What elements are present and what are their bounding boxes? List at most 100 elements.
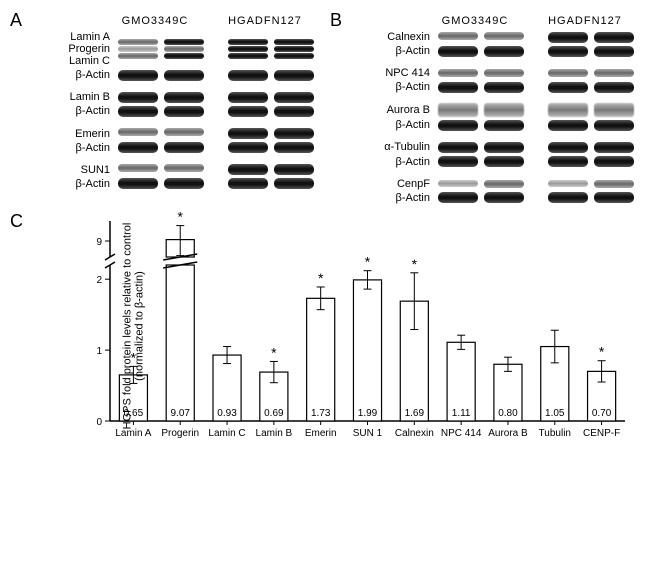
- blot-label: β-Actin: [30, 69, 118, 81]
- band: [594, 82, 634, 93]
- triple-band: [228, 39, 268, 59]
- blot-label: Aurora B: [350, 104, 438, 116]
- ylabel-line2: (normalized to β-actin): [133, 271, 145, 381]
- blot-panel-a: GMO3349CHGADFN127 Lamin AProgerinLamin C β…: [10, 10, 320, 190]
- band: [594, 120, 634, 131]
- blot-row: β-Actin: [30, 142, 320, 154]
- blot-row: β-Actin: [30, 69, 320, 81]
- blot-row: Emerin: [30, 128, 320, 140]
- svg-text:*: *: [599, 344, 605, 360]
- svg-text:*: *: [412, 256, 418, 272]
- band: [164, 164, 204, 172]
- band: [164, 142, 204, 153]
- protein-label: β-Actin: [350, 45, 430, 57]
- blot-lanes: [118, 92, 318, 103]
- svg-text:Emerin: Emerin: [305, 428, 337, 439]
- lane-pair: [548, 32, 638, 43]
- lane-pair: [548, 46, 638, 57]
- protein-label: β-Actin: [350, 156, 430, 168]
- band: [484, 120, 524, 131]
- lane-pair: [438, 142, 528, 153]
- svg-text:2: 2: [96, 275, 102, 286]
- sample-header: HGADFN127: [540, 15, 630, 27]
- sample-header: GMO3349C: [430, 15, 520, 27]
- lane-pair: [118, 164, 208, 175]
- lane-pair: [438, 192, 528, 203]
- band: [228, 178, 268, 189]
- blot-lanes: [438, 180, 638, 188]
- sample-headers: GMO3349C HGADFN127: [430, 15, 640, 27]
- band: [164, 106, 204, 117]
- band: [164, 39, 204, 45]
- blot-lanes: [118, 164, 318, 175]
- band: [548, 103, 588, 117]
- band: [548, 32, 588, 43]
- lane-pair: [438, 46, 528, 57]
- band: [594, 69, 634, 77]
- band: [438, 120, 478, 131]
- svg-text:*: *: [271, 344, 277, 360]
- band: [228, 46, 268, 52]
- svg-text:Lamin C: Lamin C: [208, 428, 245, 439]
- bar-chart: 0129*0.65Lamin A*9.07Progerin0.93Lamin C…: [70, 211, 630, 441]
- band: [118, 106, 158, 117]
- protein-label: Lamin C: [30, 55, 110, 67]
- blot-row: β-Actin: [350, 45, 640, 57]
- band: [274, 164, 314, 175]
- band: [484, 69, 524, 77]
- protein-label: β-Actin: [30, 69, 110, 81]
- band: [274, 106, 314, 117]
- band: [438, 32, 478, 40]
- lane-pair: [438, 120, 528, 131]
- blot-lanes: [438, 156, 638, 167]
- band: [438, 82, 478, 93]
- svg-text:1.05: 1.05: [545, 408, 565, 419]
- band: [548, 46, 588, 57]
- blot-row: Lamin AProgerinLamin C: [30, 31, 320, 67]
- sample-headers: GMO3349CHGADFN127: [110, 15, 320, 27]
- band: [274, 39, 314, 45]
- protein-label: NPC 414: [350, 67, 430, 79]
- svg-text:0.93: 0.93: [217, 408, 237, 419]
- blot-row: β-Actin: [30, 178, 320, 190]
- svg-text:Tubulin: Tubulin: [539, 428, 571, 439]
- band: [274, 142, 314, 153]
- band: [228, 128, 268, 139]
- band: [274, 53, 314, 59]
- chart-area: HGPS fold protein levels relative to con…: [70, 211, 640, 441]
- band: [594, 156, 634, 167]
- blot-label: Emerin: [30, 128, 118, 140]
- svg-text:Aurora B: Aurora B: [488, 428, 528, 439]
- band: [484, 180, 524, 188]
- band: [118, 92, 158, 103]
- svg-text:1: 1: [96, 346, 102, 357]
- lane-pair: [548, 69, 638, 77]
- blot-lanes: [118, 178, 318, 189]
- ylabel-line1: HGPS fold protein levels relative to con…: [121, 223, 133, 430]
- svg-text:*: *: [318, 270, 324, 286]
- protein-label: β-Actin: [350, 119, 430, 131]
- lane-pair: [438, 82, 528, 93]
- band: [438, 180, 478, 187]
- blot-spacer: [350, 170, 640, 178]
- blot-lanes: [438, 46, 638, 57]
- band: [484, 192, 524, 203]
- blot-lanes: [438, 82, 638, 93]
- panel-a: A GMO3349CHGADFN127Lamin AProgerinLamin …: [10, 10, 320, 206]
- svg-text:0: 0: [96, 417, 102, 428]
- lane-pair: [228, 178, 318, 189]
- svg-text:Lamin A: Lamin A: [115, 428, 151, 439]
- band: [438, 69, 478, 77]
- protein-label: β-Actin: [350, 81, 430, 93]
- blot-label: SUN1: [30, 164, 118, 176]
- blot-row: β-Actin: [350, 119, 640, 131]
- band: [274, 178, 314, 189]
- lane-pair: [548, 180, 638, 188]
- lane-pair: [118, 106, 208, 117]
- y-axis-label: HGPS fold protein levels relative to con…: [121, 223, 145, 430]
- protein-label: SUN1: [30, 164, 110, 176]
- band: [438, 46, 478, 57]
- lane-pair: [548, 103, 638, 117]
- band: [228, 106, 268, 117]
- band: [118, 128, 158, 136]
